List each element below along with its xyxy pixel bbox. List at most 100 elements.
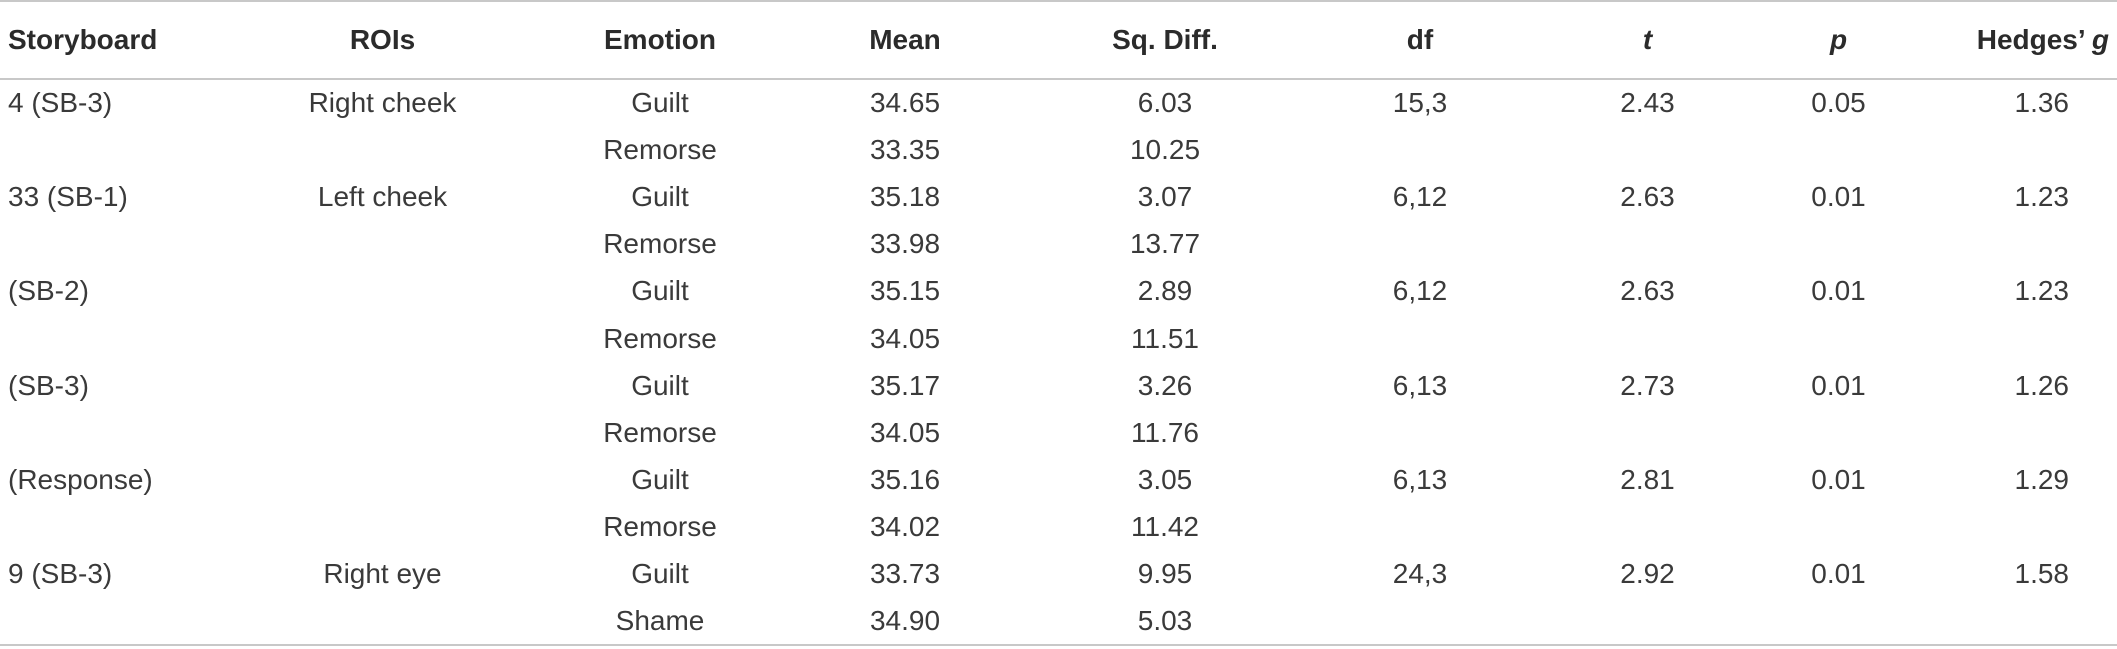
cell-mean: 34.90 — [785, 598, 1025, 647]
cell-t — [1535, 409, 1760, 456]
cell-t — [1535, 315, 1760, 362]
cell-emotion: Guilt — [631, 369, 689, 401]
cell-df — [1305, 409, 1535, 456]
cell-storyboard — [0, 409, 230, 456]
header-storyboard: Storyboard — [0, 0, 230, 80]
header-mean: Mean — [785, 0, 1025, 80]
cell-p: 0.01 — [1811, 275, 1866, 307]
cell-hedges-g — [1917, 598, 2117, 647]
cell-hedges-g: 1.26 — [2014, 369, 2070, 401]
cell-emotion: Guilt — [631, 464, 689, 496]
cell-roi — [230, 126, 535, 173]
header-p: p — [1760, 0, 1917, 80]
cell-hedges-g — [1917, 126, 2117, 173]
table-row: Remorse 33.35 10.25 — [0, 126, 2117, 173]
table-row: 9 (SB-3) Right eye Guilt 33.73 9.95 24,3 2.92 0… — [0, 551, 2117, 598]
table-row: (Response) Guilt 35.16 3.05 6,13 2.81 0.01 1.29 — [0, 457, 2117, 504]
cell-df: 24,3 — [1392, 558, 1448, 590]
cell-emotion: Guilt — [631, 275, 689, 307]
cell-roi — [230, 221, 535, 268]
cell-p: 0.01 — [1811, 558, 1866, 590]
cell-hedges-g — [1917, 504, 2117, 551]
cell-t — [1535, 221, 1760, 268]
cell-sq-diff: 10.25 — [1129, 133, 1201, 165]
cell-t: 2.43 — [1620, 87, 1675, 119]
cell-sq-diff: 3.26 — [1137, 369, 1193, 401]
cell-roi: Right eye — [323, 558, 442, 590]
cell-emotion: Remorse — [603, 133, 717, 165]
cell-storyboard: (SB-2) — [8, 275, 89, 307]
cell-mean: 35.17 — [869, 369, 941, 401]
cell-roi — [230, 457, 535, 504]
cell-emotion: Guilt — [631, 558, 689, 590]
cell-p — [1760, 504, 1917, 551]
table-row: 4 (SB-3) Right cheek Guilt 34.65 6.03 15,3 2.4… — [0, 79, 2117, 126]
cell-t: 2.92 — [1620, 558, 1675, 590]
header-hedges-prefix: Hedges’ — [1976, 24, 2085, 55]
cell-roi — [230, 315, 535, 362]
cell-storyboard — [0, 221, 230, 268]
cell-df: 15,3 — [1392, 87, 1448, 119]
cell-p: 0.01 — [1811, 369, 1866, 401]
table-row: Remorse 34.05 11.76 — [0, 409, 2117, 456]
cell-p — [1760, 221, 1917, 268]
cell-t — [1535, 504, 1760, 551]
table-row: 33 (SB-1) Left cheek Guilt 35.18 3.07 6,12 2.6… — [0, 173, 2117, 220]
header-emotion: Emotion — [535, 0, 785, 80]
table-row: (SB-2) Guilt 35.15 2.89 6,12 2.63 0.01 1.23 — [0, 268, 2117, 315]
cell-emotion: Guilt — [631, 180, 689, 212]
header-df: df — [1305, 0, 1535, 80]
cell-roi — [230, 504, 535, 551]
cell-sq-diff: 3.05 — [1137, 464, 1193, 496]
cell-sq-diff: 9.95 — [1137, 558, 1193, 590]
cell-df — [1305, 315, 1535, 362]
cell-mean: 33.73 — [869, 558, 941, 590]
header-rois: ROIs — [230, 0, 535, 80]
table-row: Remorse 34.02 11.42 — [0, 504, 2117, 551]
header-t: t — [1535, 0, 1760, 80]
header-sq-diff: Sq. Diff. — [1025, 0, 1305, 80]
cell-p: 0.05 — [1811, 87, 1866, 119]
cell-df: 6,13 — [1392, 464, 1448, 496]
cell-sq-diff: 6.03 — [1137, 87, 1193, 119]
cell-emotion: Remorse — [603, 228, 717, 260]
cell-t: 2.63 — [1620, 275, 1675, 307]
cell-mean: 34.05 — [869, 322, 941, 354]
cell-hedges-g: 1.23 — [2014, 180, 2070, 212]
cell-df — [1305, 598, 1535, 647]
table-row: Remorse 33.98 13.77 — [0, 221, 2117, 268]
header-row: Storyboard ROIs Emotion Mean Sq. Diff. d… — [0, 0, 2117, 80]
cell-sq-diff: 11.42 — [1131, 511, 1199, 543]
table-row: Remorse 34.05 11.51 — [0, 315, 2117, 362]
cell-mean: 35.18 — [869, 180, 941, 212]
header-hedges-g: Hedges’ g — [1917, 0, 2117, 80]
cell-hedges-g — [1917, 221, 2117, 268]
cell-mean: 34.02 — [869, 511, 941, 543]
cell-t — [1535, 598, 1760, 647]
cell-t: 2.63 — [1620, 180, 1675, 212]
cell-roi — [230, 409, 535, 456]
cell-mean: 33.98 — [869, 228, 941, 260]
cell-hedges-g: 1.23 — [2014, 275, 2070, 307]
table-body: 4 (SB-3) Right cheek Guilt 34.65 6.03 15,3 2.4… — [0, 79, 2117, 647]
cell-roi — [230, 598, 535, 647]
cell-t: 2.81 — [1620, 464, 1675, 496]
cell-storyboard — [0, 598, 230, 647]
cell-roi: Left cheek — [317, 180, 448, 212]
cell-storyboard: (Response) — [8, 464, 153, 496]
cell-storyboard — [0, 315, 230, 362]
cell-mean: 34.65 — [869, 87, 941, 119]
cell-df — [1305, 126, 1535, 173]
cell-t: 2.73 — [1620, 369, 1675, 401]
cell-sq-diff: 11.51 — [1131, 322, 1199, 354]
cell-hedges-g — [1917, 409, 2117, 456]
cell-sq-diff: 5.03 — [1025, 598, 1305, 647]
cell-sq-diff: 2.89 — [1137, 275, 1193, 307]
cell-emotion: Shame — [535, 598, 785, 647]
cell-t — [1535, 126, 1760, 173]
header-hedges-g-symbol: g — [2091, 24, 2109, 55]
cell-storyboard: (SB-3) — [8, 369, 89, 401]
cell-hedges-g: 1.29 — [2014, 464, 2070, 496]
cell-sq-diff: 11.76 — [1131, 416, 1199, 448]
table-row: Shame 34.90 5.03 — [0, 598, 2117, 647]
